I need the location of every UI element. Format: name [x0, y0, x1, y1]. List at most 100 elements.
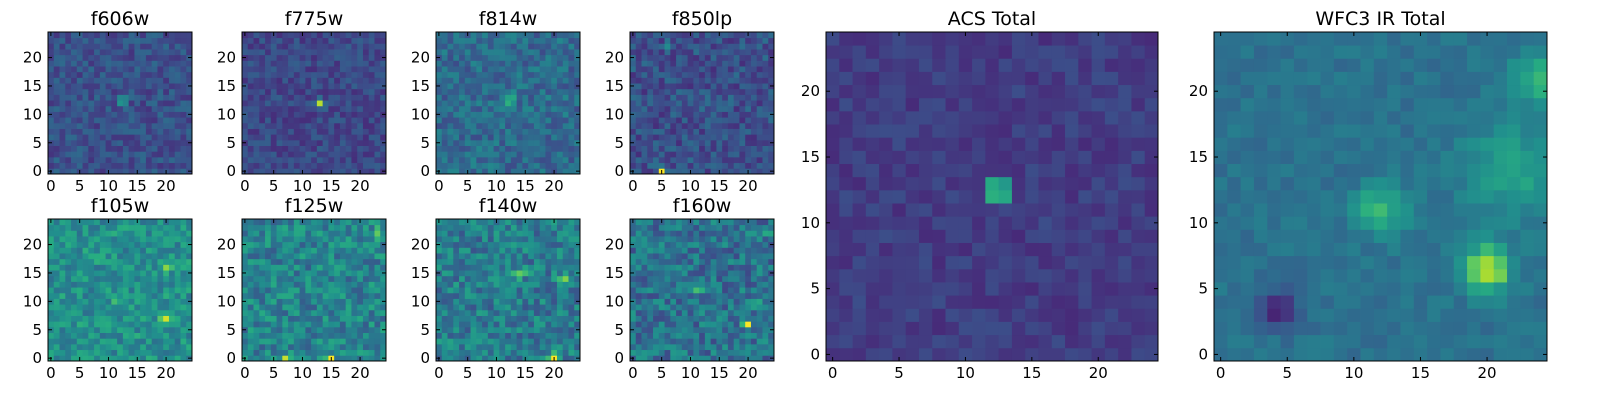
- heatmap-cell: [168, 224, 176, 231]
- heatmap-cell: [339, 49, 347, 56]
- heatmap-cell: [722, 287, 729, 294]
- heatmap-cell: [436, 292, 443, 299]
- heatmap-cell: [305, 111, 312, 118]
- heatmap-cell: [436, 258, 443, 265]
- heatmap-cell: [676, 270, 683, 277]
- heatmap-cell: [658, 100, 665, 107]
- heatmap-cell: [653, 162, 660, 169]
- heatmap-cell: [328, 77, 335, 84]
- heatmap-cell: [493, 349, 500, 356]
- heatmap-cell: [522, 105, 529, 112]
- heatmap-cell: [453, 43, 460, 50]
- heatmap-cell: [105, 236, 112, 243]
- heatmap-cell: [276, 83, 283, 90]
- heatmap-cell: [380, 94, 387, 101]
- heatmap-cell: [259, 88, 266, 95]
- heatmap-cell: [117, 134, 124, 141]
- heatmap-cell: [464, 60, 471, 67]
- heatmap-cell: [693, 49, 700, 56]
- heatmap-cell: [259, 105, 266, 112]
- heatmap-cell: [299, 156, 306, 164]
- heatmap-cell: [322, 54, 329, 61]
- heatmap-cell: [316, 349, 324, 356]
- heatmap-cell: [99, 219, 106, 226]
- heatmap-cell: [647, 338, 654, 345]
- heatmap-cell: [647, 83, 654, 90]
- heatmap-cell: [722, 304, 729, 311]
- heatmap-cell: [505, 94, 512, 101]
- heatmap-cell: [453, 298, 460, 305]
- heatmap-cell: [374, 264, 381, 271]
- heatmap-cell: [253, 349, 260, 356]
- heatmap-cell: [716, 117, 723, 124]
- heatmap-cell: [459, 94, 466, 101]
- heatmap-cell: [727, 168, 735, 175]
- heatmap-cell: [653, 117, 660, 124]
- heatmap-cell: [487, 349, 494, 356]
- heatmap-cell: [653, 343, 660, 351]
- heatmap-cell: [745, 338, 752, 345]
- heatmap-cell: [122, 60, 130, 67]
- heatmap-cell: [464, 258, 471, 265]
- heatmap-cell: [487, 275, 494, 282]
- heatmap-cell: [311, 326, 318, 333]
- heatmap-cell: [282, 94, 289, 101]
- heatmap-cell: [436, 94, 443, 101]
- heatmap-cell: [163, 37, 170, 44]
- heatmap-cell: [687, 281, 694, 288]
- heatmap-cell: [140, 275, 147, 282]
- heatmap-cell: [316, 49, 324, 56]
- heatmap-cell: [464, 151, 471, 158]
- heatmap-cell: [447, 236, 454, 243]
- heatmap-cell: [493, 315, 500, 322]
- heatmap-cell: [351, 230, 358, 237]
- heatmap-cell: [282, 156, 289, 164]
- heatmap-cell: [71, 275, 78, 282]
- heatmap-cell: [71, 168, 78, 175]
- heatmap-cell: [105, 162, 112, 169]
- heatmap-cell: [676, 321, 683, 328]
- heatmap-cell: [140, 145, 147, 152]
- heatmap-cell: [157, 105, 164, 112]
- heatmap-cell: [653, 281, 660, 288]
- heatmap-cell: [733, 343, 740, 351]
- heatmap-cell: [253, 43, 260, 50]
- heatmap-cell: [710, 128, 717, 135]
- heatmap-cell: [117, 128, 124, 135]
- heatmap-cell: [727, 332, 735, 339]
- heatmap-cell: [745, 122, 752, 129]
- heatmap-cell: [368, 49, 375, 56]
- heatmap-cell: [745, 88, 752, 95]
- heatmap-cell: [128, 128, 135, 135]
- heatmap-cell: [288, 287, 295, 294]
- heatmap-cell: [71, 287, 78, 294]
- heatmap-cell: [545, 100, 552, 107]
- heatmap-cell: [516, 168, 523, 175]
- heatmap-cell: [750, 281, 758, 288]
- heatmap-cell: [528, 236, 535, 243]
- heatmap-cell: [288, 315, 295, 322]
- heatmap-cell: [305, 94, 312, 101]
- heatmap-cell: [151, 270, 158, 277]
- heatmap-cell: [276, 105, 283, 112]
- heatmap-cell: [693, 43, 700, 50]
- heatmap-cell: [745, 134, 752, 141]
- heatmap-cell: [76, 122, 83, 129]
- heatmap-cell: [710, 66, 717, 73]
- heatmap-cell: [522, 37, 529, 44]
- heatmap-cell: [180, 258, 187, 265]
- heatmap-cell: [328, 258, 335, 265]
- heatmap-cell: [658, 332, 665, 339]
- heatmap-cell: [345, 258, 352, 265]
- heatmap-cell: [134, 122, 141, 129]
- heatmap-cell: [647, 43, 654, 50]
- heatmap-cell: [539, 332, 546, 339]
- heatmap-cell: [88, 83, 95, 90]
- heatmap-cell: [380, 37, 387, 44]
- heatmap-cell: [647, 66, 654, 73]
- heatmap-cell: [699, 77, 706, 84]
- heatmap-cell: [345, 236, 352, 243]
- heatmap-cell: [151, 338, 158, 345]
- heatmap-cell: [105, 77, 112, 84]
- heatmap-cell: [510, 343, 518, 351]
